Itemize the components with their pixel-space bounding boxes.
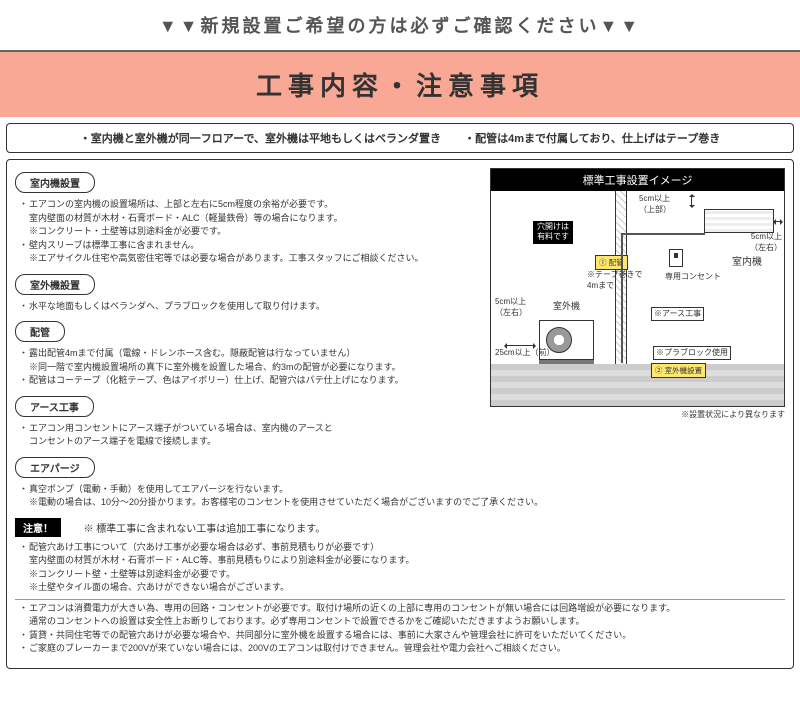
list-item: ご家庭のブレーカーまで200Vが来ていない場合には、200Vのエアコンは取付けで… <box>19 642 785 656</box>
list-item: ※電動の場合は、10分〜20分掛かります。お客様宅のコンセントを使用させていただ… <box>19 496 785 510</box>
section-airpurge-list: 真空ポンプ（電動・手動）を使用してエアパージを行ないます。 ※電動の場合は、10… <box>19 483 785 510</box>
list-item: ※土壁やタイル面の場合、穴あけができない場合がございます。 <box>19 581 785 595</box>
outlet-label: 専用コンセント <box>665 271 721 282</box>
list-item: 室内壁面の材質が木材・石膏ボード・ALC（軽量鉄骨）等の場合になります。 <box>19 212 484 226</box>
condition-left: ・室内機と室外機が同一フロアーで、室外機は平地もしくはベランダ置き <box>80 133 441 145</box>
list-item: ※コンクリート・土壁等は別途料金が必要です。 <box>19 225 484 239</box>
clearance-side-label: 5cm以上 （左右） <box>750 231 782 253</box>
list-item: 真空ポンプ（電動・手動）を使用してエアパージを行ないます。 <box>19 483 785 497</box>
diagram-block <box>539 360 594 364</box>
section-piping-label: 配管 <box>15 321 65 342</box>
list-item: エアコンは消費電力が大きい為、専用の回路・コンセントが必要です。取付け場所の近く… <box>19 602 785 616</box>
section-outdoor-label: 室外機設置 <box>15 274 95 295</box>
diagram-pipe <box>621 233 705 235</box>
diagram-pipe <box>621 233 623 363</box>
outdoor-install-tag: ② 室外機設置 <box>651 363 706 378</box>
diagram-floor <box>491 364 784 406</box>
left-column: 室内機設置 エアコンの室内機の設置場所は、上部と左右に5cm程度の余裕が必要です… <box>15 168 484 481</box>
section-outdoor-list: 水平な地面もしくはベランダへ、プラブロックを使用して取り付けます。 <box>19 300 484 314</box>
arrow-icon <box>691 195 692 207</box>
caution-label: 注意！ <box>15 518 61 537</box>
diagram-body: 5cm以上 （上部） 5cm以上 （左右） 室内機 専用コンセント 穴開けは 有… <box>491 191 784 406</box>
divider <box>15 599 785 600</box>
header-notice: ▼▼新規設置ご希望の方は必ずご確認ください▼▼ <box>0 0 800 46</box>
section-airpurge-label: エアパージ <box>15 457 95 478</box>
condition-bar: ・室内機と室外機が同一フロアーで、室外機は平地もしくはベランダ置き ・配管は4m… <box>6 123 794 153</box>
section-indoor-list: エアコンの室内機の設置場所は、上部と左右に5cm程度の余裕が必要です。 室内壁面… <box>19 198 484 266</box>
content-box: 室内機設置 エアコンの室内機の設置場所は、上部と左右に5cm程度の余裕が必要です… <box>6 159 794 669</box>
list-item: ※同一階で室内機設置場所の真下に室外機を設置した場合、約3mの配管が必要になりま… <box>19 361 484 375</box>
section-earth-list: エアコン用コンセントにアース端子がついている場合は、室内機のアースと コンセント… <box>19 422 484 449</box>
block-note: ※プラブロック使用 <box>653 346 731 360</box>
list-item: エアコンの室内機の設置場所は、上部と左右に5cm程度の余裕が必要です。 <box>19 198 484 212</box>
diagram-outlet <box>669 249 683 267</box>
list-item: ※エアサイクル住宅や高気密住宅等では必要な場合があります。工事スタッフにご相談く… <box>19 252 484 266</box>
diagram-footnote: ※設置状況により異なります <box>490 409 785 420</box>
main-title: 工事内容・注意事項 <box>0 52 800 117</box>
condition-right: ・配管は4mまで付属しており、仕上げはテープ巻き <box>464 133 720 145</box>
caution-list-1: 配管穴あけ工事について（穴あけ工事が必要な場合は必ず、事前見積もりが必要です） … <box>19 541 785 595</box>
clearance-out-side-label: 5cm以上 （左右） <box>495 296 527 318</box>
list-item: 露出配管4mまで付属（電線・ドレンホース含む。隠蔽配管は行なっていません） <box>19 347 484 361</box>
list-item: ※コンクリート壁・土壁等は別途料金が必要です。 <box>19 568 785 582</box>
diagram-title: 標準工事設置イメージ <box>491 169 784 191</box>
arrow-icon <box>774 221 782 222</box>
piping-note: ※テープ巻きで 4mまで <box>587 269 643 291</box>
earth-note: ※アース工事 <box>651 307 704 321</box>
section-piping-list: 露出配管4mまで付属（電線・ドレンホース含む。隠蔽配管は行なっていません） ※同… <box>19 347 484 388</box>
indoor-unit-label: 室内機 <box>732 253 762 268</box>
section-earth-label: アース工事 <box>15 396 94 417</box>
list-item: 通常のコンセントへの設置は安全性上お断りしております。必ず専用コンセントで設置で… <box>19 615 785 629</box>
list-item: 壁内スリーブは標準工事に含まれません。 <box>19 239 484 253</box>
list-item: エアコン用コンセントにアース端子がついている場合は、室内機のアースと <box>19 422 484 436</box>
list-item: 室内壁面の材質が木材・石膏ボード・ALC等、事前見積もりにより別途料金が必要にな… <box>19 554 785 568</box>
list-item: コンセントのアース端子を電線で接続します。 <box>19 435 484 449</box>
right-column: 標準工事設置イメージ 5cm以上 （上部） 5cm以上 （左右） 室内機 専用コ… <box>490 168 785 481</box>
clearance-top-label: 5cm以上 （上部） <box>639 193 671 215</box>
list-item: 配管はコーテープ（化粧テープ、色はアイボリー）仕上げ、配管穴はパテ仕上げになりま… <box>19 374 484 388</box>
caution-note: ※ 標準工事に含まれない工事は追加工事になります。 <box>83 524 325 535</box>
hole-note: 穴開けは 有料です <box>533 221 573 244</box>
section-indoor-label: 室内機設置 <box>15 172 95 193</box>
arrow-icon <box>505 345 535 346</box>
clearance-out-front-label: 25cm以上（前） <box>495 347 555 358</box>
caution-list-2: エアコンは消費電力が大きい為、専用の回路・コンセントが必要です。取付け場所の近く… <box>19 602 785 656</box>
installation-diagram: 標準工事設置イメージ 5cm以上 （上部） 5cm以上 （左右） 室内機 専用コ… <box>490 168 785 407</box>
diagram-indoor-unit <box>704 209 774 233</box>
list-item: 配管穴あけ工事について（穴あけ工事が必要な場合は必ず、事前見積もりが必要です） <box>19 541 785 555</box>
list-item: 賃貸・共同住宅等での配管穴あけが必要な場合や、共同部分に室外機を設置する場合には… <box>19 629 785 643</box>
list-item: 水平な地面もしくはベランダへ、プラブロックを使用して取り付けます。 <box>19 300 484 314</box>
outdoor-unit-label: 室外機 <box>553 299 580 312</box>
